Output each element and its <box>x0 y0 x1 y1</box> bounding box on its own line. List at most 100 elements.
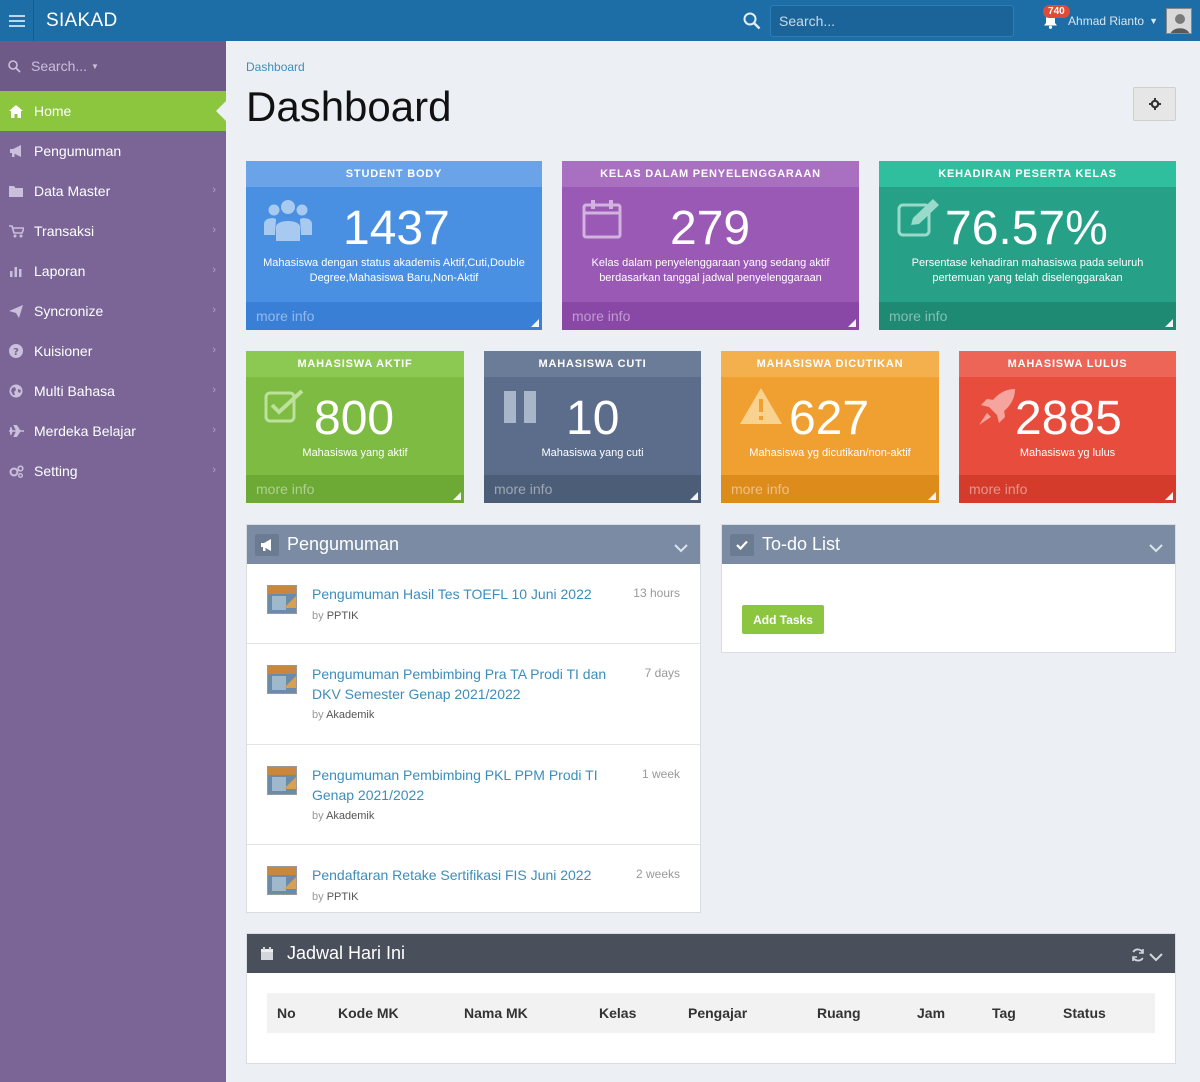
stat-mahasiswa-dicutikan: MAHASISWA DICUTIKAN 627 Mahasiswa yg dic… <box>721 351 939 503</box>
stat-mahasiswa-lulus: MAHASISWA LULUS 2885 Mahasiswa yg lulus … <box>959 351 1176 503</box>
more-info-link[interactable]: more info <box>484 475 701 503</box>
sidebar-item-pengumuman[interactable]: Pengumuman <box>0 131 226 171</box>
stat-mahasiswa-cuti: MAHASISWA CUTI 10 Mahasiswa yang cuti mo… <box>484 351 701 503</box>
user-menu[interactable]: Ahmad Rianto ▼ <box>1068 14 1158 28</box>
notifications-button[interactable]: 740 <box>1034 0 1070 41</box>
column-header[interactable]: Ruang <box>817 1005 861 1021</box>
column-header[interactable]: Nama MK <box>464 1005 528 1021</box>
sidebar-item-label: Kuisioner <box>34 343 93 359</box>
announcement-time: 1 week <box>641 767 680 781</box>
global-search-input[interactable] <box>770 4 1015 37</box>
announcement-title-link[interactable]: Pengumuman Pembimbing PKL PPM Prodi TI G… <box>312 767 598 803</box>
add-tasks-button[interactable]: Add Tasks <box>742 605 824 634</box>
search-icon[interactable] <box>738 12 766 30</box>
sidebar-item-syncronize[interactable]: Syncronize › <box>0 291 226 331</box>
author-name: Akademik <box>326 810 375 822</box>
cogs-icon <box>8 463 24 479</box>
chevron-right-icon: › <box>212 384 216 396</box>
more-info-link[interactable]: more info <box>721 475 939 503</box>
sidebar-item-label: Syncronize <box>34 303 104 319</box>
collapse-chevron-icon[interactable] <box>674 537 688 558</box>
jadwal-panel: Jadwal Hari Ini No Kode MK Nama MK Kelas… <box>246 933 1176 1064</box>
author-name: PPTIK <box>326 891 359 903</box>
column-header[interactable]: Jam <box>917 1005 946 1021</box>
author-prefix: by <box>312 610 324 622</box>
stat-description: Kelas dalam penyelenggaraan yang sedang … <box>591 257 830 284</box>
sidebar-item-kuisioner[interactable]: ? Kuisioner › <box>0 331 226 371</box>
stat-value: 1437 <box>343 202 450 255</box>
more-info-link[interactable]: more info <box>959 475 1176 503</box>
announcement-author: by PPTIK <box>312 891 358 903</box>
more-info-link[interactable]: more info <box>562 302 859 330</box>
stat-description: Mahasiswa yg dicutikan/non-aktif <box>749 447 911 459</box>
list-item: Pengumuman Pembimbing PKL PPM Prodi TI G… <box>247 745 700 845</box>
sidebar-item-label: Multi Bahasa <box>34 383 115 399</box>
edit-icon <box>897 199 941 244</box>
sidebar-item-data-master[interactable]: Data Master › <box>0 171 226 211</box>
sidebar-item-merdeka-belajar[interactable]: Merdeka Belajar › <box>0 411 226 451</box>
more-info-link[interactable]: more info <box>879 302 1176 330</box>
stat-value: 279 <box>670 202 751 255</box>
hamburger-icon <box>8 14 25 27</box>
sidebar-item-home[interactable]: Home <box>0 91 226 131</box>
dashboard-settings-button[interactable] <box>1133 87 1176 121</box>
sidebar-item-laporan[interactable]: Laporan › <box>0 251 226 291</box>
sidebar-search[interactable]: Search... ▼ <box>0 41 226 91</box>
announcement-thumbnail <box>267 665 297 694</box>
announcement-title-link[interactable]: Pengumuman Pembimbing Pra TA Prodi TI da… <box>312 666 607 702</box>
column-header[interactable]: No <box>277 1005 296 1021</box>
panel-header: Jadwal Hari Ini <box>247 934 1175 973</box>
sidebar-search-placeholder: Search... <box>31 58 88 74</box>
caret-down-icon: ▼ <box>1149 15 1158 26</box>
sidebar-item-setting[interactable]: Setting › <box>0 451 226 491</box>
sidebar: Search... ▼ Home Pengumuman Data Master … <box>0 41 226 1082</box>
sidebar-item-label: Home <box>34 103 72 119</box>
list-item: Pendaftaran Retake Sertifikasi FIS Juni … <box>247 845 700 913</box>
column-header[interactable]: Kode MK <box>338 1005 399 1021</box>
chevron-right-icon: › <box>212 304 216 316</box>
stat-student-body: STUDENT BODY 1437 Mahasiswa dengan statu… <box>246 161 542 330</box>
users-icon <box>264 199 312 246</box>
refresh-icon[interactable] <box>1131 946 1145 967</box>
todo-panel: To-do List Add Tasks <box>721 524 1176 653</box>
paper-plane-icon <box>8 303 24 319</box>
stat-kelas: KELAS DALAM PENYELENGGARAAN 279 Kelas da… <box>562 161 859 330</box>
sidebar-item-multi-bahasa[interactable]: Multi Bahasa › <box>0 371 226 411</box>
author-name: Akademik <box>326 709 375 721</box>
panel-title: Pengumuman <box>287 534 400 554</box>
svg-text:?: ? <box>13 347 19 358</box>
column-header[interactable]: Status <box>1063 1005 1106 1021</box>
announcement-thumbnail <box>267 585 297 614</box>
sidebar-item-label: Setting <box>34 463 78 479</box>
gear-icon <box>1148 98 1161 110</box>
top-navbar: SIAKAD 740 Ahmad Rianto ▼ <box>0 0 1200 41</box>
column-header[interactable]: Kelas <box>599 1005 637 1021</box>
sidebar-toggle-button[interactable] <box>0 0 34 41</box>
main-content: Dashboard Dashboard STUDENT BODY 1437 Ma… <box>226 41 1200 1082</box>
stat-header: KELAS DALAM PENYELENGGARAAN <box>562 161 859 187</box>
stat-description: Mahasiswa yang cuti <box>541 447 644 459</box>
collapse-chevron-icon[interactable] <box>1149 946 1163 967</box>
collapse-chevron-icon[interactable] <box>1149 537 1163 558</box>
list-item: Pengumuman Hasil Tes TOEFL 10 Juni 2022 … <box>247 564 700 644</box>
chevron-right-icon: › <box>212 424 216 436</box>
more-info-link[interactable]: more info <box>246 302 542 330</box>
app-brand[interactable]: SIAKAD <box>46 9 118 31</box>
home-icon <box>8 103 24 119</box>
pengumuman-panel: Pengumuman Pengumuman Hasil Tes TOEFL 10… <box>246 524 701 913</box>
caret-down-icon: ▼ <box>91 61 99 71</box>
stat-header: MAHASISWA DICUTIKAN <box>721 351 939 377</box>
announcement-title-link[interactable]: Pengumuman Hasil Tes TOEFL 10 Juni 2022 <box>312 586 592 602</box>
announcement-author: by Akademik <box>312 810 374 822</box>
column-header[interactable]: Tag <box>992 1005 1016 1021</box>
announcement-title-link[interactable]: Pendaftaran Retake Sertifikasi FIS Juni … <box>312 867 592 883</box>
column-header[interactable]: Pengajar <box>688 1005 748 1021</box>
sidebar-item-transaksi[interactable]: Transaksi › <box>0 211 226 251</box>
more-info-link[interactable]: more info <box>246 475 464 503</box>
panel-header: Pengumuman <box>247 525 700 564</box>
breadcrumb[interactable]: Dashboard <box>246 60 305 74</box>
panel-title: Jadwal Hari Ini <box>287 943 406 963</box>
panel-title: To-do List <box>762 534 841 554</box>
user-avatar[interactable] <box>1166 7 1192 34</box>
chevron-right-icon: › <box>212 464 216 476</box>
